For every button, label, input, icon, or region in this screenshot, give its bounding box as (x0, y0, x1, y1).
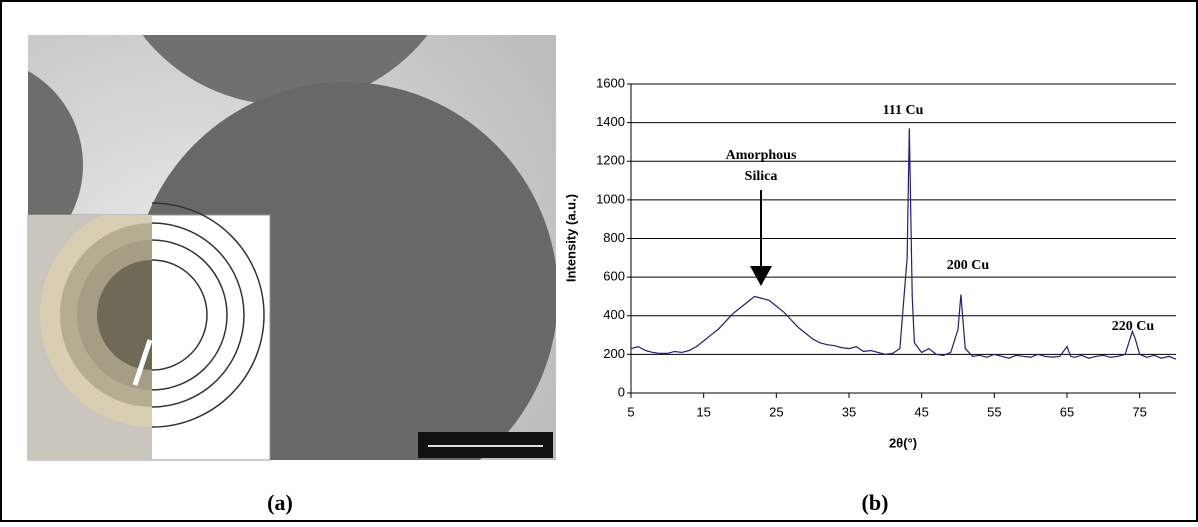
annotation: Silica (745, 169, 778, 184)
x-tick-label: 65 (1060, 404, 1074, 419)
y-tick-label: 800 (603, 230, 625, 245)
diffraction-inset (27, 202, 271, 461)
x-tick-label: 45 (914, 404, 928, 419)
y-tick-label: 1600 (596, 75, 625, 90)
annotation: 111 Cu (883, 103, 924, 118)
x-axis-label: 2θ(°) (889, 435, 917, 450)
y-tick-label: 1000 (596, 191, 625, 206)
y-axis-label: Intensity (a.u.) (563, 194, 578, 282)
y-tick-label: 1400 (596, 114, 625, 129)
y-tick-label: 200 (603, 346, 625, 361)
data-line (630, 128, 1177, 360)
x-tick-label: 15 (696, 404, 710, 419)
panel-label: (a) (267, 490, 293, 515)
panel-label: (b) (862, 490, 889, 515)
x-tick-label: 5 (627, 404, 634, 419)
x-tick-label: 25 (769, 404, 783, 419)
y-tick-label: 600 (603, 269, 625, 284)
annotation: 220 Cu (1112, 319, 1155, 334)
x-tick-label: 75 (1132, 404, 1146, 419)
y-tick-label: 0 (618, 384, 625, 399)
arrow (750, 190, 772, 286)
annotation: 200 Cu (947, 258, 990, 273)
x-tick-label: 55 (987, 404, 1001, 419)
y-tick-label: 400 (603, 307, 625, 322)
y-tick-label: 1200 (596, 153, 625, 168)
annotation: Amorphous (726, 148, 797, 163)
x-tick-label: 35 (842, 404, 856, 419)
